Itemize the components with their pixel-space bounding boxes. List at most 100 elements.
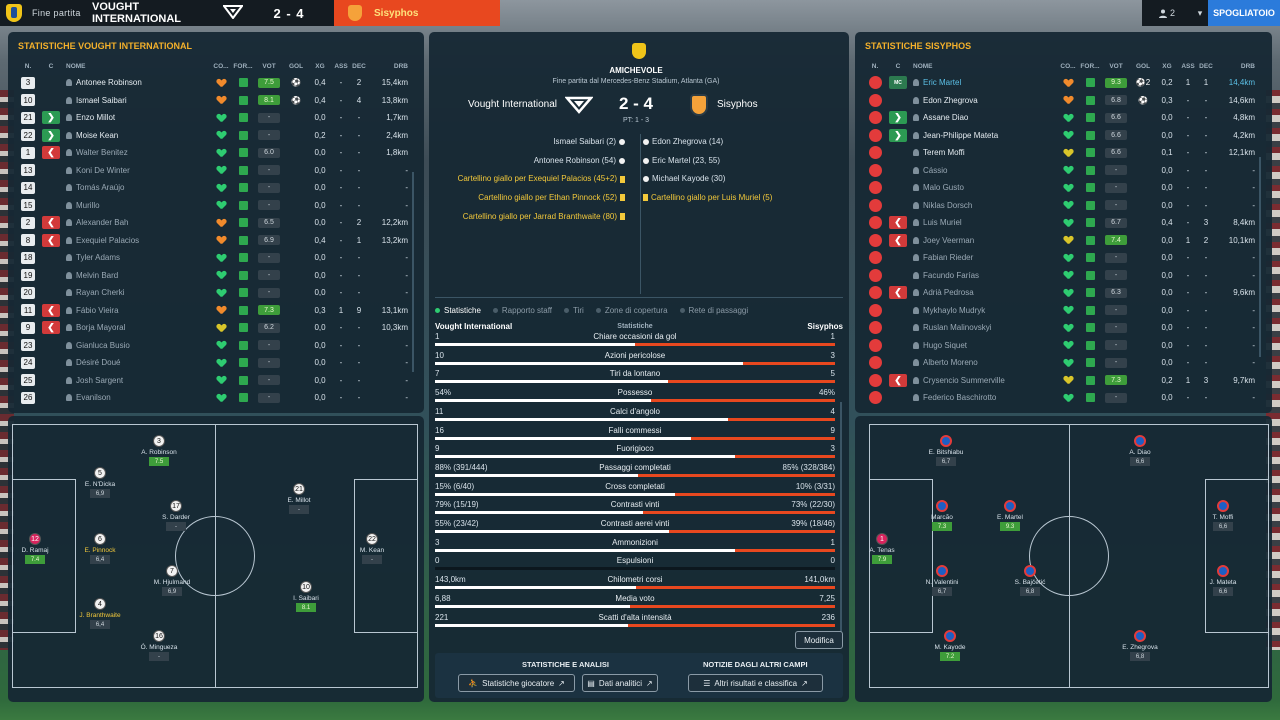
pitch-player[interactable]: E. Zhegrova 6,8 [1110,630,1170,661]
col-header-vot[interactable]: VOT [1109,63,1123,70]
col-header-name[interactable]: NOME [66,63,86,70]
player-row[interactable]: 8 ❮ Exequiel Palacios 6.9 0,4 - 1 13,2km [14,232,408,250]
player-name[interactable]: Alexander Bah [76,218,129,228]
player-name[interactable]: Murillo [76,200,100,210]
col-header-ass[interactable]: ASS [1181,63,1195,70]
player-row[interactable]: 25 Josh Sargent - 0,0 - - - [14,372,408,390]
player-name[interactable]: Edon Zhegrova [923,95,978,105]
col-header-for[interactable]: FOR... [233,63,253,70]
player-name[interactable]: Tomás Araújo [76,183,125,193]
pitch-player[interactable]: 21 E. Millot - [269,483,329,514]
player-name-cell[interactable]: Murillo [60,201,210,210]
player-name-cell[interactable]: Hugo Siquet [907,341,1057,350]
home-event[interactable]: Cartellino giallo per Jarrad Branthwaite… [463,212,628,221]
player-name[interactable]: Borja Mayoral [76,323,126,333]
tab-rete-di-passaggi[interactable]: Rete di passaggi [674,306,755,315]
player-row[interactable]: Terem Moffi 6.6 0,1 - - 12,1km [861,144,1255,162]
player-name[interactable]: Josh Sargent [76,375,124,385]
pitch-player[interactable]: 1 A. Tenas 7.9 [852,533,912,564]
player-name[interactable]: Assane Diao [923,113,969,123]
away-event[interactable]: Michael Kayode (30) [640,174,725,183]
player-name[interactable]: Federico Baschirotto [923,393,997,403]
player-row[interactable]: ❮ Crysencio Summerville 7.3 0,2 1 3 9,7km [861,372,1255,390]
player-row[interactable]: ❯ Assane Diao 6.6 0,0 - - 4,8km [861,109,1255,127]
pitch-player[interactable]: 7 M. Hjulmand 6,9 [142,565,202,596]
player-name[interactable]: Moise Kean [76,130,119,140]
stats-scrollbar[interactable] [840,402,842,632]
player-name-cell[interactable]: Assane Diao [907,113,1057,122]
pitch-player[interactable]: J. Mateta 6,6 [1193,565,1253,596]
player-name-cell[interactable]: Josh Sargent [60,376,210,385]
player-name[interactable]: Luis Muriel [923,218,962,228]
tab-rapporto-staff[interactable]: Rapporto staff [487,306,558,315]
player-name-cell[interactable]: Borja Mayoral [60,323,210,332]
player-name-cell[interactable]: Koni De Winter [60,166,210,175]
home-event[interactable]: Ismael Saibari (2) [553,137,628,146]
player-name-cell[interactable]: Cássio [907,166,1057,175]
pitch-player[interactable]: 22 M. Kean - [342,533,402,564]
player-name[interactable]: Gianluca Busio [76,340,130,350]
pitch-player[interactable]: Marcão 7.3 [912,500,972,531]
tab-tiri[interactable]: Tiri [558,306,590,315]
player-row[interactable]: Fabian Rieder - 0,0 - - - [861,249,1255,267]
pitch-player[interactable]: E. Bitshiabu 6,7 [916,435,976,466]
player-name-cell[interactable]: Malo Gusto [907,183,1057,192]
player-name-cell[interactable]: Tomás Araújo [60,183,210,192]
pitch-player[interactable]: 16 Ó. Mingueza - [129,630,189,661]
player-row[interactable]: Alberto Moreno - 0,0 - - - [861,354,1255,372]
player-name[interactable]: Melvin Bard [76,270,119,280]
player-name[interactable]: Exequiel Palacios [76,235,140,245]
player-name[interactable]: Niklas Dorsch [923,200,973,210]
pitch-player[interactable]: E. Martel 9.3 [980,500,1040,531]
pitch-player[interactable]: A. Diao 6,6 [1110,435,1170,466]
player-row[interactable]: ❮ Joey Veerman 7.4 0,0 1 2 10,1km [861,232,1255,250]
col-header-for[interactable]: FOR... [1080,63,1100,70]
player-row[interactable]: Cássio - 0,0 - - - [861,162,1255,180]
player-name-cell[interactable]: Tyler Adams [60,253,210,262]
player-name[interactable]: Désiré Doué [76,358,121,368]
col-header-name[interactable]: NOME [913,63,933,70]
player-stats-button[interactable]: ⛹ Statistiche giocatore ↗ [458,674,575,692]
col-header-xg[interactable]: XG [1162,63,1172,70]
player-name[interactable]: Cássio [923,165,948,175]
col-header-sub[interactable]: C [48,63,54,70]
away-team-banner[interactable]: Sisyphos [334,0,500,26]
player-row[interactable]: 15 Murillo - 0,0 - - - [14,197,408,215]
player-name-cell[interactable]: Jean-Philippe Mateta [907,131,1057,140]
home-event[interactable]: Antonee Robinson (54) [534,156,628,165]
player-name-cell[interactable]: Adrià Pedrosa [907,288,1057,297]
player-name-cell[interactable]: Eric Martel [907,78,1057,87]
pitch-player[interactable]: T. Moffi 6,6 [1193,500,1253,531]
scrollbar[interactable] [412,172,414,372]
player-name-cell[interactable]: Antonee Robinson [60,78,210,87]
home-event[interactable]: Cartellino giallo per Ethan Pinnock (52) [478,193,628,202]
player-row[interactable]: Facundo Farías - 0,0 - - - [861,267,1255,285]
app-logo-icon[interactable] [0,0,28,26]
player-row[interactable]: ❯ Jean-Philippe Mateta 6.6 0,0 - - 4,2km [861,127,1255,145]
player-name-cell[interactable]: Ruslan Malinovskyi [907,323,1057,332]
player-name-cell[interactable]: Fábio Vieira [60,306,210,315]
col-header-num[interactable]: N. [24,63,32,70]
tab-statistiche[interactable]: Statistiche [429,306,487,315]
player-name[interactable]: Crysencio Summerville [923,375,1005,385]
player-row[interactable]: Hugo Siquet - 0,0 - - - [861,337,1255,355]
player-name[interactable]: Ruslan Malinovskyi [923,323,992,333]
player-name-cell[interactable]: Terem Moffi [907,148,1057,157]
player-name[interactable]: Facundo Farías [923,270,980,280]
player-row[interactable]: 23 Gianluca Busio - 0,0 - - - [14,337,408,355]
away-event[interactable]: Cartellino giallo per Luis Muriel (5) [640,193,772,202]
player-name-cell[interactable]: Moise Kean [60,131,210,140]
player-name-cell[interactable]: Désiré Doué [60,358,210,367]
player-row[interactable]: 2 ❮ Alexander Bah 6.5 0,0 - 2 12,2km [14,214,408,232]
tab-zone-di-copertura[interactable]: Zone di copertura [590,306,674,315]
player-row[interactable]: Ruslan Malinovskyi - 0,0 - - - [861,319,1255,337]
col-header-co[interactable]: CO... [213,63,229,70]
player-name-cell[interactable]: Federico Baschirotto [907,393,1057,402]
player-name-cell[interactable]: Mykhaylo Mudryk [907,306,1057,315]
player-row[interactable]: Niklas Dorsch - 0,0 - - - [861,197,1255,215]
col-header-dec[interactable]: DEC [352,63,366,70]
player-row[interactable]: 24 Désiré Doué - 0,0 - - - [14,354,408,372]
player-name[interactable]: Jean-Philippe Mateta [923,130,999,140]
col-header-ass[interactable]: ASS [334,63,348,70]
player-name[interactable]: Mykhaylo Mudryk [923,305,986,315]
